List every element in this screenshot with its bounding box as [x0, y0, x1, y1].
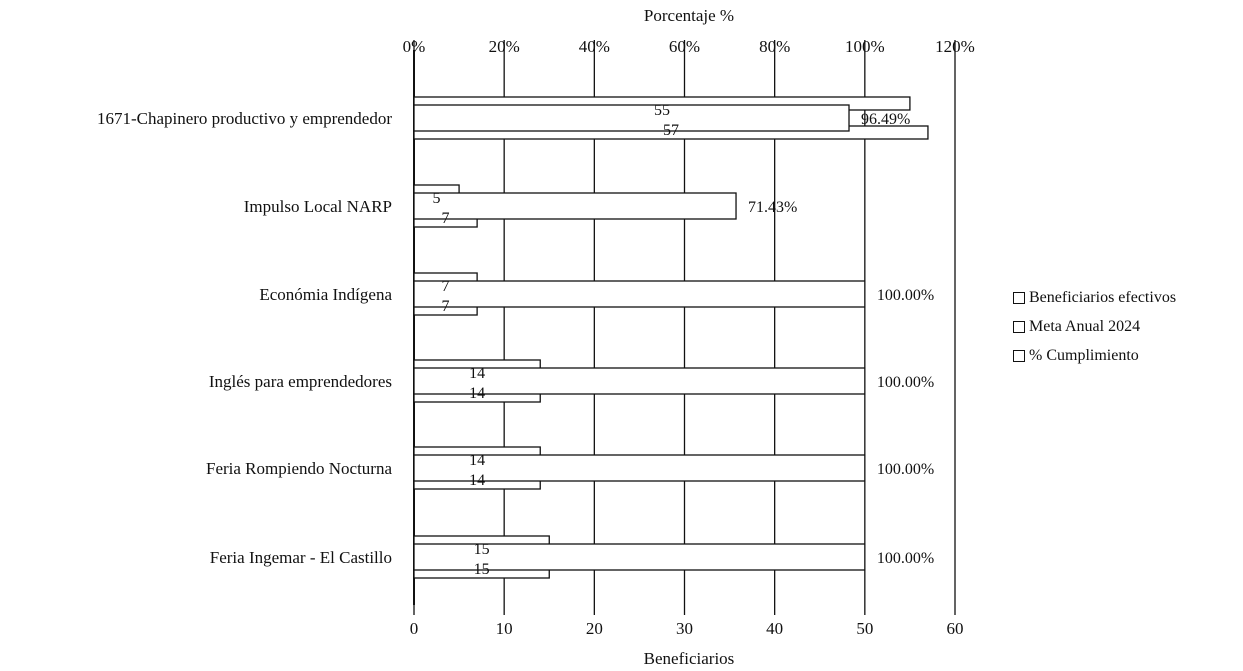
label-efectivos: 55 — [654, 102, 670, 119]
label-meta: 14 — [469, 385, 485, 402]
top-tick-label: 40% — [579, 37, 610, 56]
legend-label: % Cumplimiento — [1029, 346, 1139, 364]
tick-labels: 0 10 20 30 40 50 60 0% 20% 40% 60% 80% 100% 120% — [403, 37, 975, 638]
bottom-tick-label: 30 — [676, 619, 693, 638]
bar-cumplimiento — [413, 280, 866, 308]
bottom-tick-label: 40 — [766, 619, 783, 638]
label-meta: 15 — [474, 561, 490, 578]
label-efectivos: 15 — [474, 541, 490, 558]
label-cumplimiento: 100.00% — [877, 287, 934, 304]
legend-label: Beneficiarios efectivos — [1029, 288, 1177, 306]
bar-cumplimiento — [413, 104, 850, 132]
label-meta: 7 — [442, 210, 450, 227]
label-efectivos: 14 — [469, 452, 485, 469]
bottom-tick-label: 20 — [586, 619, 603, 638]
bar-cumplimiento — [413, 192, 737, 220]
top-tick-label: 120% — [935, 37, 975, 56]
bottom-tick-label: 0 — [410, 619, 419, 638]
bottom-axis-title: Beneficiarios — [644, 649, 735, 668]
label-cumplimiento: 96.49% — [861, 111, 910, 128]
gridlines — [413, 40, 956, 615]
legend: Beneficiarios efectivos Meta Anual 2024 … — [1013, 286, 1176, 373]
bar-cumplimiento — [413, 367, 866, 395]
label-cumplimiento: 71.43% — [748, 199, 797, 216]
label-meta: 57 — [663, 122, 679, 139]
top-tick-label: 60% — [669, 37, 700, 56]
label-cumplimiento: 100.00% — [877, 374, 934, 391]
bars — [413, 96, 929, 579]
category-label: Económia Indígena — [259, 285, 392, 304]
legend-swatch — [1013, 291, 1025, 304]
label-meta: 14 — [469, 472, 485, 489]
bottom-tick-label: 50 — [856, 619, 873, 638]
bottom-tick-label: 60 — [947, 619, 964, 638]
top-tick-label: 0% — [403, 37, 426, 56]
label-efectivos: 7 — [442, 278, 450, 295]
category-labels: 1671-Chapinero productivo y emprendedor I… — [97, 109, 393, 567]
data-labels: 555796.49%5771.43%77100.00%1414100.00%14… — [433, 102, 935, 578]
legend-swatch — [1013, 349, 1025, 362]
label-efectivos: 5 — [433, 190, 441, 207]
top-tick-label: 80% — [759, 37, 790, 56]
label-cumplimiento: 100.00% — [877, 550, 934, 567]
legend-item-beneficiarios-efectivos: Beneficiarios efectivos — [1013, 286, 1176, 309]
category-label: Inglés para emprendedores — [209, 372, 392, 391]
bar-cumplimiento — [413, 454, 866, 482]
label-cumplimiento: 100.00% — [877, 461, 934, 478]
category-label: Impulso Local NARP — [244, 197, 392, 216]
category-label: Feria Ingemar - El Castillo — [210, 548, 392, 567]
label-meta: 7 — [442, 298, 450, 315]
bottom-tick-label: 10 — [496, 619, 513, 638]
top-tick-label: 100% — [845, 37, 885, 56]
category-label: Feria Rompiendo Nocturna — [206, 459, 392, 478]
bar-cumplimiento — [413, 543, 866, 571]
category-label: 1671-Chapinero productivo y emprendedor — [97, 109, 392, 128]
top-tick-label: 20% — [489, 37, 520, 56]
legend-label: Meta Anual 2024 — [1029, 317, 1141, 335]
label-efectivos: 14 — [469, 365, 485, 382]
top-axis-title: Porcentaje % — [644, 6, 734, 25]
legend-item-cumplimiento: % Cumplimiento — [1013, 344, 1176, 367]
legend-swatch — [1013, 320, 1025, 333]
legend-item-meta-anual: Meta Anual 2024 — [1013, 315, 1176, 338]
